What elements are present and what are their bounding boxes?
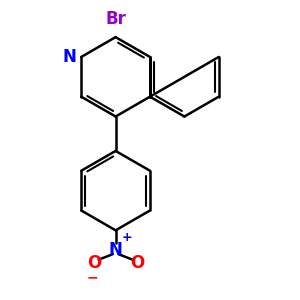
Text: +: +: [122, 231, 132, 244]
Text: O: O: [130, 254, 145, 272]
Text: N: N: [63, 48, 76, 66]
Text: O: O: [87, 254, 101, 272]
Text: −: −: [87, 271, 98, 285]
Text: N: N: [109, 241, 123, 259]
Text: Br: Br: [105, 11, 126, 28]
